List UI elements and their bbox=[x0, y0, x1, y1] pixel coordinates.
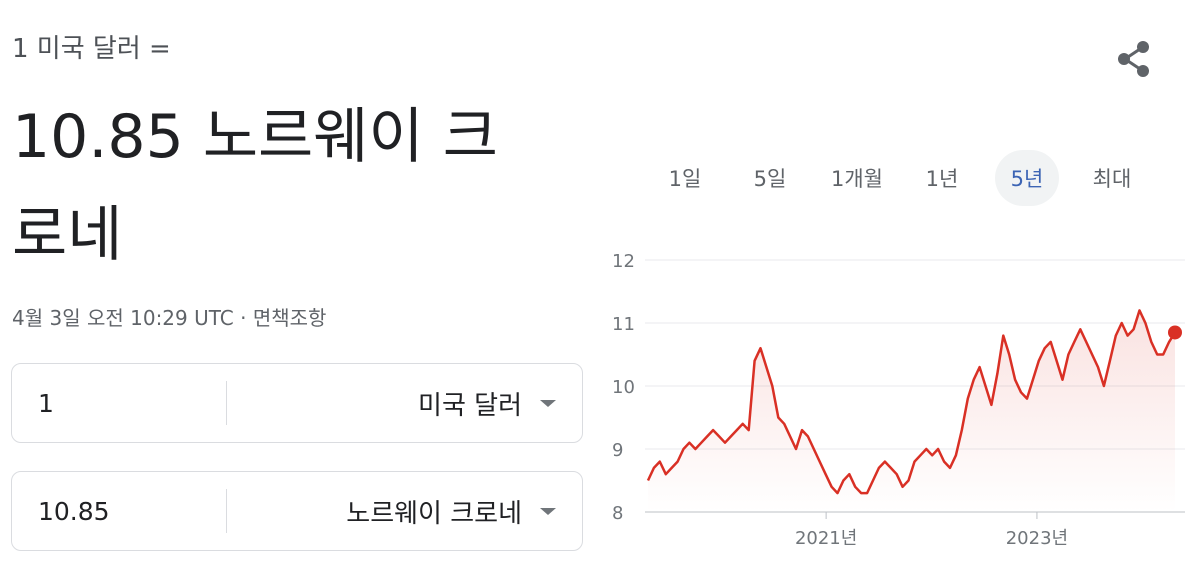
series-line bbox=[646, 309, 1177, 495]
time-range-tabs: 1일 5일 1개월 1년 5년 최대 bbox=[640, 150, 1180, 206]
divider bbox=[226, 489, 227, 533]
y-tick-label: 12 bbox=[612, 251, 635, 272]
x-tick-label: 2023년 bbox=[1006, 528, 1068, 549]
exchange-rate-chart[interactable]: 12 11 10 9 8 2021년 2023년 bbox=[600, 240, 1192, 570]
divider bbox=[226, 381, 227, 425]
tab-1m[interactable]: 1개월 bbox=[830, 167, 883, 191]
tab-max[interactable]: 최대 bbox=[1092, 167, 1132, 191]
tab-1d[interactable]: 1일 bbox=[668, 167, 702, 191]
conversion-subtitle: 1 미국 달러 = bbox=[12, 34, 171, 64]
conversion-result-line1: 10.85 노르웨이 크 bbox=[12, 102, 498, 172]
y-tick-label: 9 bbox=[612, 440, 623, 461]
conversion-result: 10.85 노르웨이 크 로네 bbox=[12, 88, 572, 284]
tab-5y[interactable]: 5년 bbox=[995, 150, 1059, 206]
from-currency-select[interactable]: 미국 달러 bbox=[227, 364, 582, 442]
current-value-point bbox=[1168, 325, 1182, 340]
from-currency-row: 1 미국 달러 bbox=[11, 363, 583, 443]
to-currency-row: 10.85 노르웨이 크로네 bbox=[11, 471, 583, 551]
x-tick-label: 2021년 bbox=[795, 528, 857, 549]
to-currency-select[interactable]: 노르웨이 크로네 bbox=[227, 472, 582, 550]
y-tick-label: 10 bbox=[612, 377, 635, 398]
y-tick-label: 11 bbox=[612, 314, 635, 335]
y-tick-label: 8 bbox=[612, 503, 623, 524]
chevron-down-icon bbox=[540, 399, 556, 407]
timestamp-disclaimer[interactable]: 4월 3일 오전 10:29 UTC · 면책조항 bbox=[12, 306, 327, 330]
share-icon[interactable] bbox=[1114, 38, 1154, 80]
tab-5d[interactable]: 5일 bbox=[753, 167, 787, 191]
tab-1y[interactable]: 1년 bbox=[925, 167, 959, 191]
to-currency-label: 노르웨이 크로네 bbox=[346, 498, 522, 529]
from-amount-input[interactable]: 1 bbox=[38, 388, 54, 418]
conversion-result-line2: 로네 bbox=[12, 200, 123, 270]
from-currency-label: 미국 달러 bbox=[418, 390, 522, 421]
chevron-down-icon bbox=[540, 507, 556, 515]
series-area bbox=[648, 310, 1175, 512]
to-amount-input[interactable]: 10.85 bbox=[38, 496, 110, 526]
